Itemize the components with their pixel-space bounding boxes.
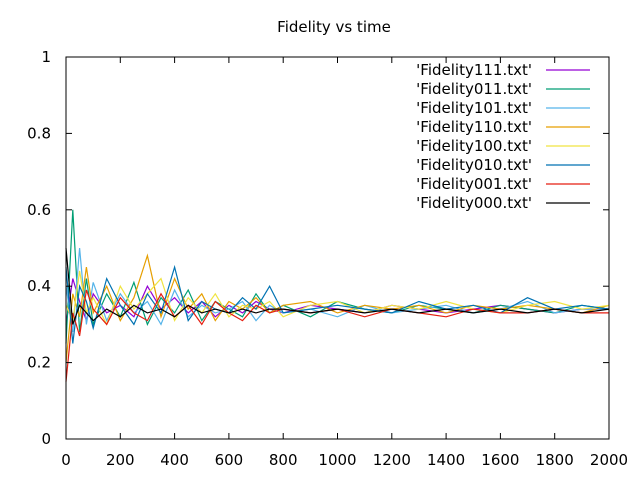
legend-label: 'Fidelity110.txt' (416, 118, 532, 136)
legend: 'Fidelity111.txt''Fidelity011.txt''Fidel… (416, 61, 590, 212)
series-layer (65, 209, 610, 382)
y-tick-label: 0 (41, 430, 51, 448)
y-tick-label: 0.4 (27, 277, 51, 295)
x-tick-label: 1400 (427, 451, 465, 469)
legend-label: 'Fidelity010.txt' (416, 156, 532, 174)
chart-title: Fidelity vs time (277, 18, 391, 36)
x-tick-label: 1600 (481, 451, 519, 469)
legend-label: 'Fidelity001.txt' (416, 175, 532, 193)
x-tick-label: 1200 (373, 451, 411, 469)
series-line-6 (65, 289, 609, 382)
x-tick-label: 400 (160, 451, 189, 469)
legend-label: 'Fidelity100.txt' (416, 137, 532, 155)
x-tick-label: 1800 (536, 451, 574, 469)
x-tick-label: 2000 (590, 451, 628, 469)
x-tick-label: 600 (215, 451, 244, 469)
x-tick-label: 0 (61, 451, 71, 469)
y-tick-label: 0.6 (27, 201, 51, 219)
x-tick-label: 800 (269, 451, 298, 469)
x-tick-label: 200 (106, 451, 135, 469)
legend-label: 'Fidelity101.txt' (416, 99, 532, 117)
series-line-1 (65, 209, 610, 344)
legend-label: 'Fidelity011.txt' (416, 80, 532, 98)
axis-layer: 0 200 400 600 800 1000 1200 1400 1600 1800 2000 0 0.… (27, 48, 628, 469)
y-tick-label: 0.8 (27, 124, 51, 142)
x-tick-label: 1000 (318, 451, 356, 469)
series-line-5 (65, 264, 610, 344)
y-tick-label: 0.2 (27, 354, 51, 372)
y-tick-label: 1 (41, 48, 51, 66)
legend-label: 'Fidelity111.txt' (416, 61, 532, 79)
legend-label: 'Fidelity000.txt' (416, 194, 532, 212)
series-line-7 (65, 247, 610, 325)
